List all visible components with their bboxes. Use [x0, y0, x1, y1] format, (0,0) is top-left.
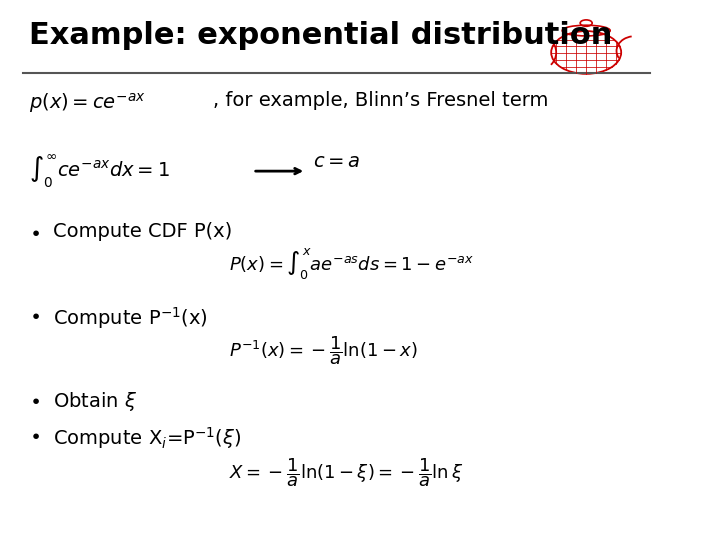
Text: $P(x) = \int_0^{x} ae^{-as}ds = 1 - e^{-ax}$: $P(x) = \int_0^{x} ae^{-as}ds = 1 - e^{-…	[230, 246, 474, 281]
Text: Example: exponential distribution: Example: exponential distribution	[30, 22, 613, 50]
Text: , for example, Blinn’s Fresnel term: , for example, Blinn’s Fresnel term	[213, 91, 548, 110]
Text: $\int_0^{\infty} ce^{-ax}dx = 1$: $\int_0^{\infty} ce^{-ax}dx = 1$	[30, 152, 170, 190]
Text: $\bullet$: $\bullet$	[30, 305, 40, 324]
Text: $\bullet$: $\bullet$	[30, 222, 40, 241]
Text: $P^{-1}(x) = -\dfrac{1}{a}\ln(1-x)$: $P^{-1}(x) = -\dfrac{1}{a}\ln(1-x)$	[230, 334, 418, 367]
Text: $p(x) = ce^{-ax}$: $p(x) = ce^{-ax}$	[30, 91, 146, 115]
Text: $c = a$: $c = a$	[312, 152, 360, 171]
Text: Obtain $\xi$: Obtain $\xi$	[53, 390, 137, 413]
Text: $\bullet$: $\bullet$	[30, 425, 40, 444]
Text: Compute P$^{-1}$(x): Compute P$^{-1}$(x)	[53, 305, 207, 330]
Text: Compute X$_i$=P$^{-1}$($\xi$): Compute X$_i$=P$^{-1}$($\xi$)	[53, 425, 241, 451]
Text: Compute CDF P(x): Compute CDF P(x)	[53, 222, 232, 241]
Text: $\bullet$: $\bullet$	[30, 390, 40, 409]
Text: $X = -\dfrac{1}{a}\ln(1-\xi) = -\dfrac{1}{a}\ln\xi$: $X = -\dfrac{1}{a}\ln(1-\xi) = -\dfrac{1…	[230, 456, 464, 489]
